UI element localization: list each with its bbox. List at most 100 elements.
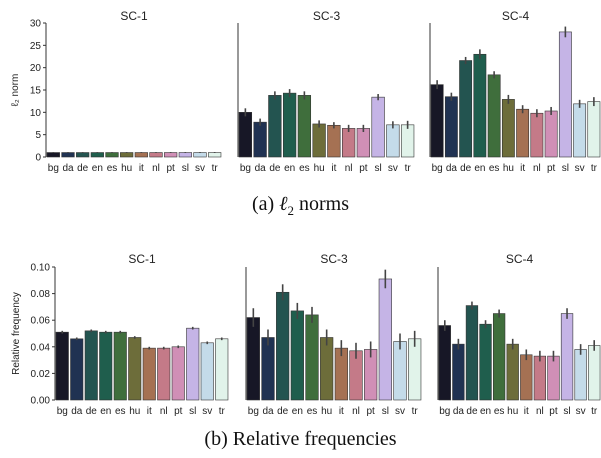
row-a-panel-3-bar-hu [501,99,515,158]
row-a-panel-3-category-label-sv: sv [575,163,585,174]
row-b-panel-1-bar-sv [200,342,214,401]
row-b-panel-1-bar-de [84,330,98,401]
row-a-panel-3-bar-es [487,74,501,158]
row-b-panel-3-bar-es [492,313,506,401]
row-b-panel-1-category-label-de: de [86,406,98,417]
row-a-panel-2-category-label-en: en [284,163,295,174]
row-a-panel-2-category-label-sv: sv [388,163,398,174]
row-b-panel-3-category-label-sv: sv [576,406,586,417]
row-b-panel-3-category-label-hu: hu [507,406,518,417]
row-b-panel-2-bar-tr [408,338,422,401]
row-b-panel-2-category-label-it: it [339,406,344,417]
row-a-panel-1-bar-es [105,152,119,158]
row-a-panel-3-category-label-da: da [446,163,458,174]
row-b-panel-2-category-label-es: es [307,406,318,417]
row-a-panel-3-category-label-it: it [520,163,525,174]
row-a-panel-1-category-label-sv: sv [195,163,205,174]
row-b-panel-1-category-label-sv: sv [202,406,212,417]
row-b-panel-3-category-label-it: it [524,406,529,417]
row-b-panel-1-bar-en [99,331,113,401]
row-b-panel-3-category-label-pt: pt [549,406,558,417]
row-a-panel-1-category-label-en: en [92,163,103,174]
row-a-panel-2-bar-pt [356,128,371,158]
row-a-panel-1-category-label-de: de [77,163,89,174]
row-a-panel-2-category-label-es: es [299,163,310,174]
row-b-panel-3-category-label-da: da [453,406,465,417]
row-a-panel-2-category-label-bg: bg [240,163,251,174]
row-a-panel-3-category-label-hu: hu [503,163,514,174]
row-b-panel-2-category-label-sl: sl [382,406,389,417]
row-b-ylabel: Relative frequency [11,292,22,375]
row-b-panel-1-category-label-nl: nl [160,406,168,417]
row-a-panel-3-bar-sl [558,31,572,158]
row-a-panel-2-category-label-hu: hu [314,163,325,174]
row-a-panel-3-category-label-bg: bg [432,163,443,174]
row-b-panel-3-category-label-tr: tr [591,406,598,417]
row-b-panel-2-bar-hu [320,337,334,401]
row-b-panel-3-bar-bg [438,325,451,401]
row-b-panel-2-category-label-da: da [262,406,274,417]
row-b-panel-1-ytick-label-3: 0.06 [31,316,51,327]
row-a-panel-2-bar-sv [386,124,400,158]
row-b-panel-2-category-label-en: en [292,406,303,417]
row-b-panel-2-category-label-hu: hu [321,406,332,417]
row-b-panel-2-bar-da [261,337,275,401]
row-a-panel-2-bar-tr [400,124,415,158]
row-b-panel-2-title: SC-3 [320,252,348,266]
row-a-panel-1-category-label-es: es [107,163,118,174]
row-b-panel-1-category-label-pt: pt [174,406,183,417]
row-a-panel-1-ytick-label-0: 0 [35,153,41,164]
row-b-panel-1-bar-it [142,347,156,401]
row-b-panel-3-title: SC-4 [506,252,534,266]
row-a-panel-1-category-label-da: da [62,163,74,174]
row-a-panel-1-category-label-pt: pt [166,163,175,174]
row-a-panel-1-ytick-label-4: 20 [30,63,42,74]
row-b-panel-3-bar-sl [560,313,574,401]
row-b-panel-3-bar-de [465,305,479,401]
row-a-panel-2-category-label-sl: sl [375,163,382,174]
row-b-panel-3-category-label-sl: sl [563,406,570,417]
row-b-panel-1-category-label-hu: hu [129,406,140,417]
row-b-panel-1-bar-tr [215,338,229,401]
row-a-panel-2-bar-sl [371,96,385,158]
row-a-panel-3-category-label-pt: pt [547,163,556,174]
row-a-panel-3-category-label-nl: nl [533,163,541,174]
row-a-panel-3-bar-de [459,60,473,158]
row-a-panel-1-bar-de [76,152,90,158]
row-a-panel-1-title: SC-1 [120,9,148,23]
row-a-panel-2-bar-de [268,95,282,158]
row-b-panel-2-bar-en [290,310,304,401]
row-a-panel-2-title: SC-3 [313,9,341,23]
row-b-panel-3-bar-en [479,323,492,401]
row-a-panel-3-bar-da [444,96,458,158]
row-b-panel-2-category-label-bg: bg [248,406,259,417]
row-a-panel-3-title: SC-4 [502,9,530,23]
row-b-panel-3-bar-hu [506,343,519,401]
row-a-panel-1-bar-sv [193,152,207,158]
row-b-panel-3-bar-da [452,343,465,401]
row-b-panel-3-bar-nl [533,355,547,401]
row-b-panel-1-category-label-es: es [115,406,126,417]
row-a-panel-2-bar-nl [341,128,356,158]
row-a-panel-3-category-label-es: es [489,163,500,174]
row-a-panel-1-ytick-label-1: 5 [35,130,41,141]
row-b-panel-1-category-label-it: it [147,406,152,417]
row-b-panel-1-bar-da [70,338,84,401]
row-a-panel-2-bar-da [253,121,267,158]
row-b-panel-2-category-label-nl: nl [352,406,360,417]
row-a-panel-3-bar-en [473,53,487,158]
row-b-panel-2-category-label-sv: sv [395,406,405,417]
row-b-panel-1-bar-pt [171,346,185,401]
row-b-panel-2-bar-es [305,314,319,401]
row-b-panel-3-category-label-es: es [494,406,505,417]
row-b-panel-1-category-label-en: en [100,406,111,417]
row-b-panel-1-ytick-label-2: 0.04 [31,342,51,353]
row-b-panel-1-bar-hu [128,337,142,401]
row-a-panel-1-category-label-nl: nl [152,163,160,174]
row-b-panel-1-bar-es [113,331,127,401]
row-a-panel-2-category-label-tr: tr [405,163,412,174]
row-b-panel-3-bar-it [520,354,533,401]
row-a-panel-3-bar-nl [530,112,544,158]
row-a-panel-1-bar-pt [164,152,178,158]
row-b-panel-1-ytick-label-5: 0.10 [31,263,51,274]
